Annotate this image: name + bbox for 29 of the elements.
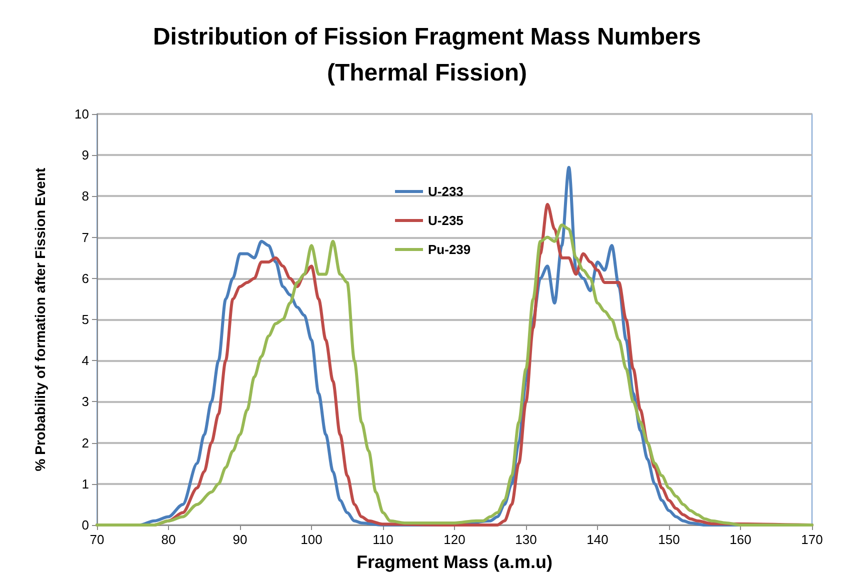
y-tick-label: 9: [82, 148, 89, 163]
y-tick-label: 6: [82, 270, 89, 286]
y-tick-label: 4: [82, 353, 89, 368]
y-tick-label: 10: [74, 106, 89, 122]
y-tick-label: 0: [82, 518, 89, 532]
x-tick-label: 110: [372, 532, 394, 547]
chart-title: Distribution of Fission Fragment Mass Numbers: [152, 24, 702, 50]
x-tick-label: 120: [444, 532, 466, 547]
x-tick-label: 160: [730, 532, 752, 547]
x-tick-label: 140: [586, 532, 608, 547]
y-tick-label: 2: [82, 435, 89, 450]
x-tick-label: 100: [300, 532, 322, 547]
y-tick-label: 3: [82, 394, 89, 410]
x-tick-label: 80: [161, 532, 176, 547]
chart-subtitle: (Thermal Fission): [326, 60, 528, 86]
legend-label: U-235: [428, 213, 464, 228]
y-axis-title: % Probability of formation after Fission Event: [32, 167, 48, 472]
x-tick-label: 150: [658, 532, 680, 547]
y-tick-label: 7: [82, 230, 89, 245]
y-tick-label: 8: [82, 188, 89, 204]
x-tick-label: 90: [232, 532, 248, 547]
x-tick-label: 70: [90, 532, 104, 547]
x-tick-label: 170: [801, 532, 823, 547]
y-tick-label: 5: [82, 312, 89, 327]
legend-label: Pu-239: [428, 242, 471, 257]
x-tick-label: 130: [515, 532, 537, 547]
y-tick-label: 1: [82, 476, 89, 492]
legend-label: U-233: [428, 184, 464, 199]
x-axis-title: Fragment Mass (a.m.u): [356, 552, 553, 572]
